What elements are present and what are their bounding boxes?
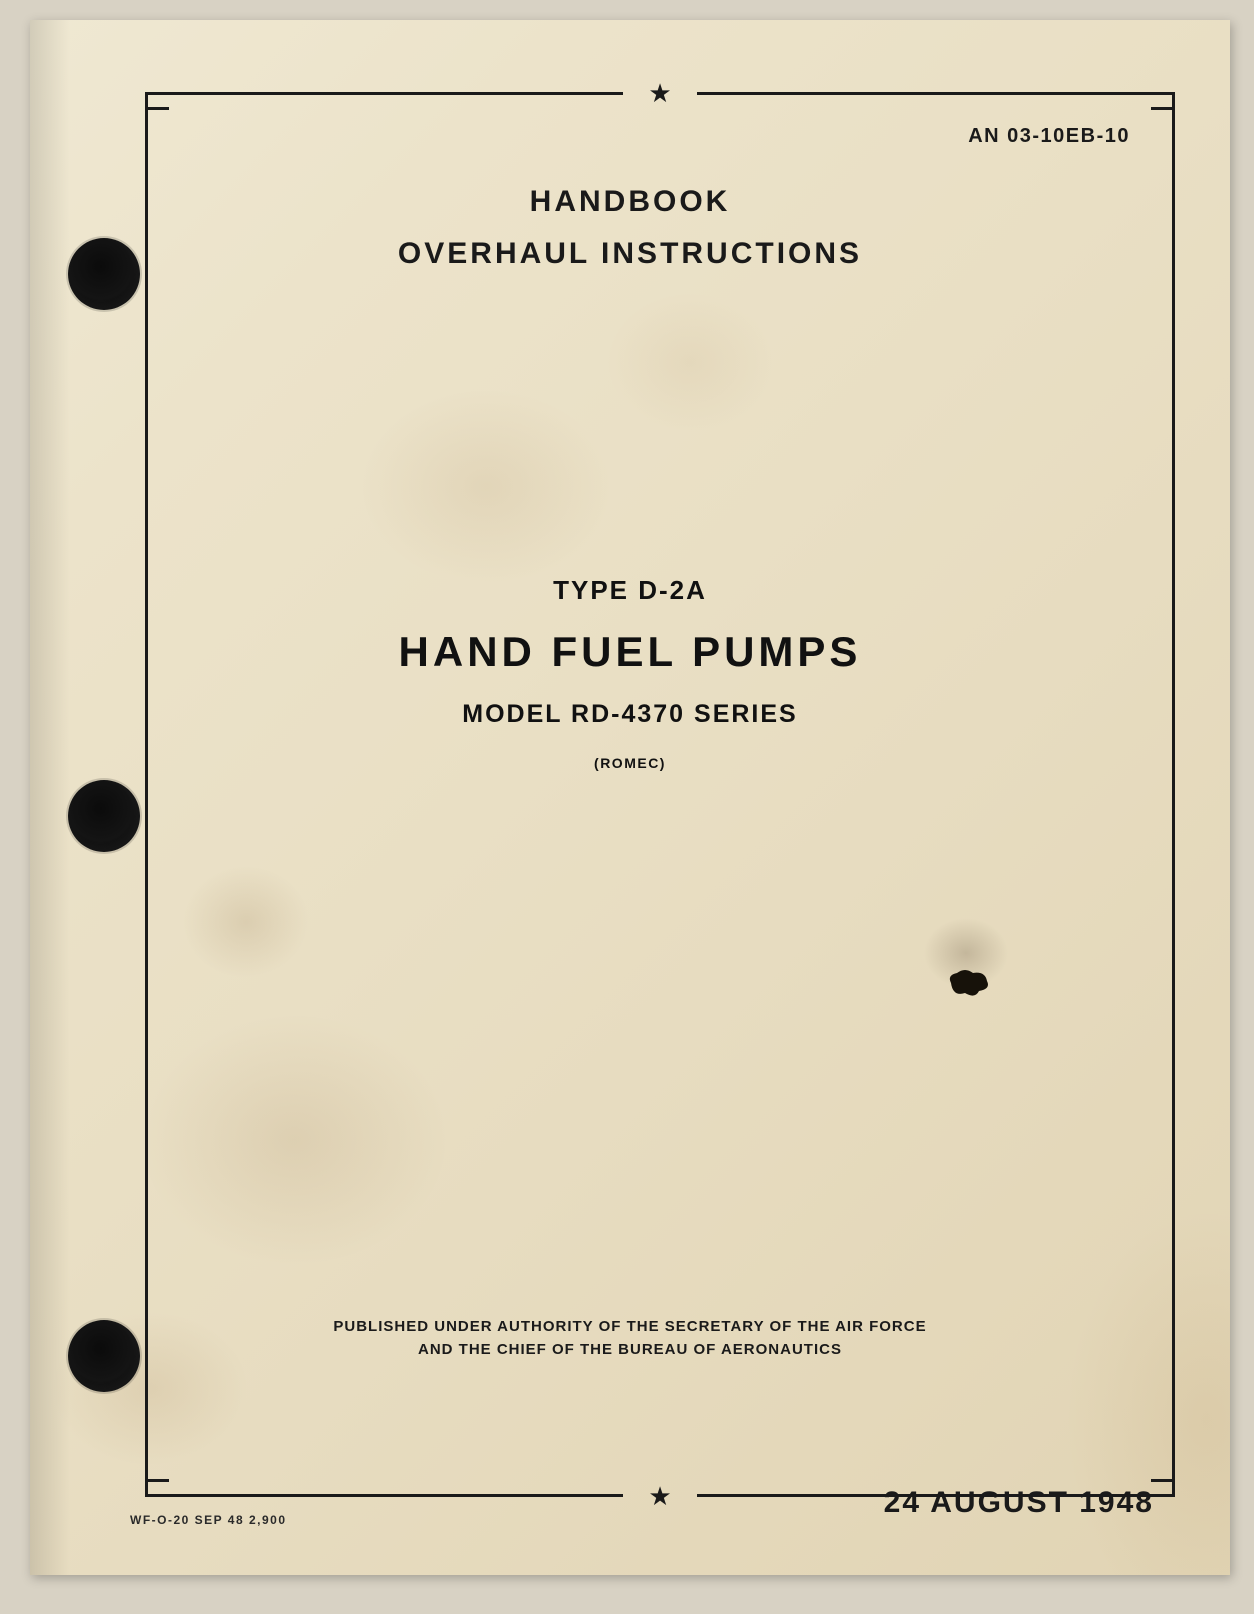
publication-date: 24 AUGUST 1948 [884, 1486, 1154, 1520]
authority-line: AND THE CHIEF OF THE BUREAU OF AERONAUTI… [30, 1341, 1230, 1358]
title-block: TYPE D-2A HAND FUEL PUMPS MODEL RD-4370 … [30, 575, 1230, 771]
punch-hole [68, 780, 140, 852]
header-line-overhaul: OVERHAUL INSTRUCTIONS [30, 237, 1230, 271]
publication-authority: PUBLISHED UNDER AUTHORITY OF THE SECRETA… [30, 1318, 1230, 1358]
manufacturer: (ROMEC) [30, 755, 1230, 771]
ink-stain [945, 965, 991, 999]
star-icon: ★ [648, 1483, 671, 1509]
document-number: AN 03-10EB-10 [968, 125, 1130, 148]
document-page: ★ ★ AN 03-10EB-10 HANDBOOK OVERHAUL INST… [30, 20, 1230, 1575]
header-line-handbook: HANDBOOK [30, 185, 1230, 219]
page-border-frame: ★ ★ [145, 92, 1175, 1497]
type-designation: TYPE D-2A [30, 575, 1230, 606]
authority-line: PUBLISHED UNDER AUTHORITY OF THE SECRETA… [30, 1318, 1230, 1335]
model-series: MODEL RD-4370 SERIES [30, 700, 1230, 729]
print-run-code: WF-O-20 SEP 48 2,900 [130, 1513, 287, 1527]
star-icon: ★ [648, 80, 671, 106]
header-block: HANDBOOK OVERHAUL INSTRUCTIONS [30, 185, 1230, 271]
main-title: HAND FUEL PUMPS [30, 628, 1230, 676]
